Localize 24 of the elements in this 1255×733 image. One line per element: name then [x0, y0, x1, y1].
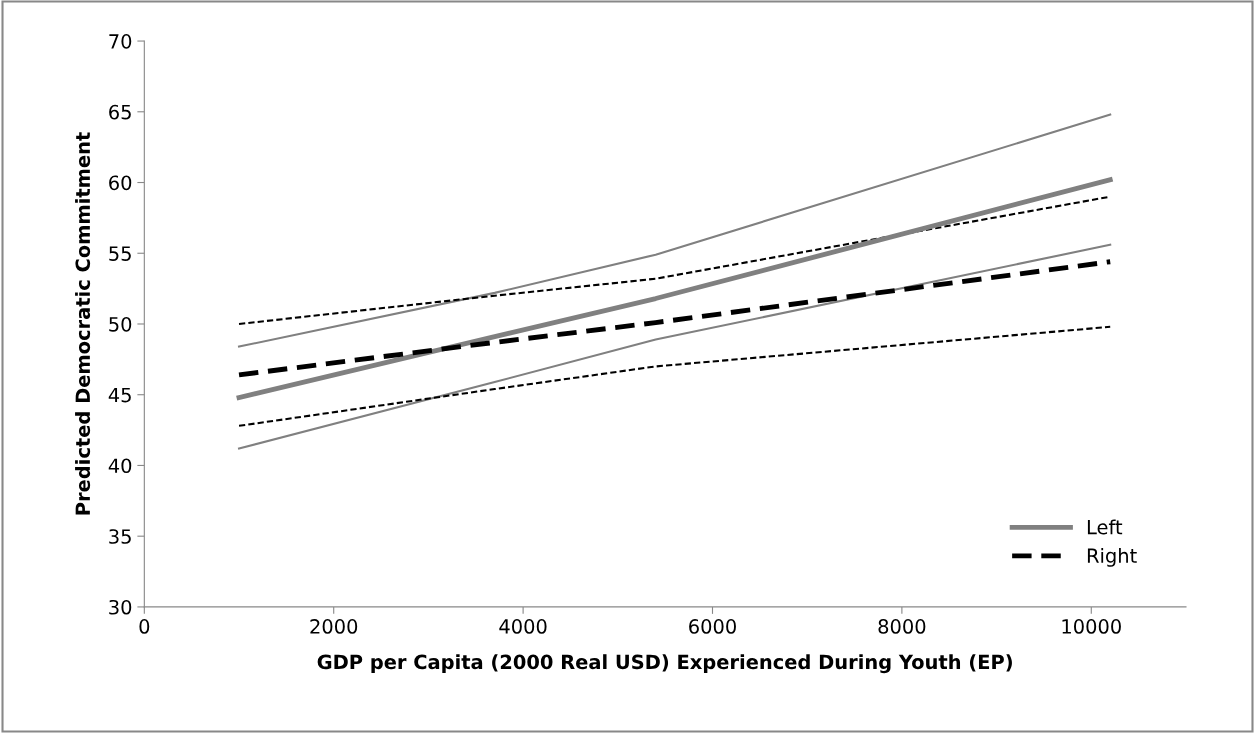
legend-label: Right — [1087, 547, 1137, 567]
y-tick-label: 60 — [109, 175, 132, 191]
line-series — [237, 113, 1112, 348]
y-tick-label: 45 — [108, 387, 131, 403]
line-series — [236, 259, 1113, 378]
legend-label: Left — [1087, 519, 1123, 535]
y-axis-title: Predicted Democratic Commitment — [75, 132, 91, 515]
x-tick-label: 4000 — [499, 619, 547, 634]
x-tick-label: 0 — [139, 619, 150, 634]
y-tick-label: 70 — [109, 34, 132, 49]
line-series — [237, 325, 1112, 427]
x-tick-label: 6000 — [689, 619, 736, 634]
line-series — [236, 177, 1113, 400]
x-tick-label: 2000 — [310, 619, 358, 634]
x-tick-label: 10000 — [1062, 619, 1121, 634]
y-tick-label: 40 — [108, 458, 132, 474]
y-tick-label: 35 — [109, 529, 131, 544]
y-tick-label: 30 — [109, 599, 132, 615]
y-tick-label: 65 — [109, 104, 131, 120]
y-tick-label: 55 — [109, 246, 131, 261]
line-series — [237, 243, 1112, 450]
x-axis-title: GDP per Capita (2000 Real USD) Experienced During Youth (EP) — [317, 654, 1012, 674]
y-tick-label: 50 — [109, 316, 132, 332]
x-tick-label: 8000 — [878, 619, 926, 634]
